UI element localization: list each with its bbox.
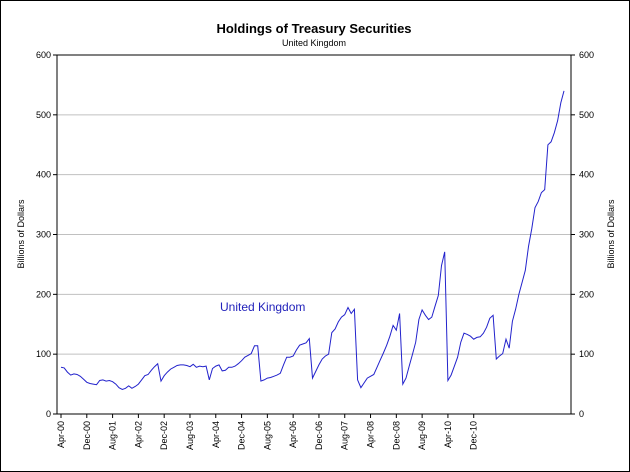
y-tick-label-right: 100 [579,349,594,359]
x-axis-ticks: Apr-00 Dec-00 Aug-01 Apr-02 Dec-02 Aug-03 Apr-… [56,414,479,450]
x-tick-label: Aug-09 [417,421,427,450]
x-tick-label: Dec-06 [314,421,324,450]
y-tick-label-left: 400 [36,170,51,180]
x-tick-label: Dec-04 [237,421,247,450]
x-tick-label: Apr-08 [366,421,376,448]
y-tick-label-right: 300 [579,230,594,240]
x-tick-label: Apr-04 [211,421,221,448]
x-tick-label: Aug-07 [340,421,350,450]
x-tick-label: Dec-10 [469,421,479,450]
plot-area [56,54,572,415]
y-tick-label-left: 500 [36,110,51,120]
series-line-united-kingdom [60,90,565,391]
x-tick-label: Dec-00 [82,421,92,450]
x-tick-label: Aug-03 [185,421,195,450]
y-tick-label-right: 600 [579,50,594,60]
y-tick-label-left: 0 [46,409,51,419]
x-tick-label: Aug-01 [108,421,118,450]
chart-subtitle: United Kingdom [282,38,346,48]
x-tick-label: Dec-08 [391,421,401,450]
chart-title: Holdings of Treasury Securities [216,21,411,36]
y-tick-label-left: 100 [36,349,51,359]
x-tick-label: Dec-02 [159,421,169,450]
x-tick-label: Aug-05 [262,421,272,450]
gridlines [57,114,571,355]
y-tick-label-right: 400 [579,170,594,180]
y-axis-ticks: 0 0 100 100 200 200 300 300 400 400 500 500 600 600 [36,50,594,419]
y-tick-label-left: 600 [36,50,51,60]
y-axis-label-left: Billions of Dollars [16,199,26,269]
y-tick-label-right: 500 [579,110,594,120]
x-tick-label: Apr-06 [288,421,298,448]
series-annotation: United Kingdom [220,300,305,314]
y-tick-label-right: 200 [579,289,594,299]
y-tick-label-right: 0 [579,409,584,419]
y-axis-label-right: Billions of Dollars [606,199,616,269]
x-tick-label: Apr-10 [443,421,453,448]
x-tick-label: Apr-02 [133,421,143,448]
y-tick-label-left: 200 [36,289,51,299]
x-tick-label: Apr-00 [56,421,66,448]
y-tick-label-left: 300 [36,230,51,240]
